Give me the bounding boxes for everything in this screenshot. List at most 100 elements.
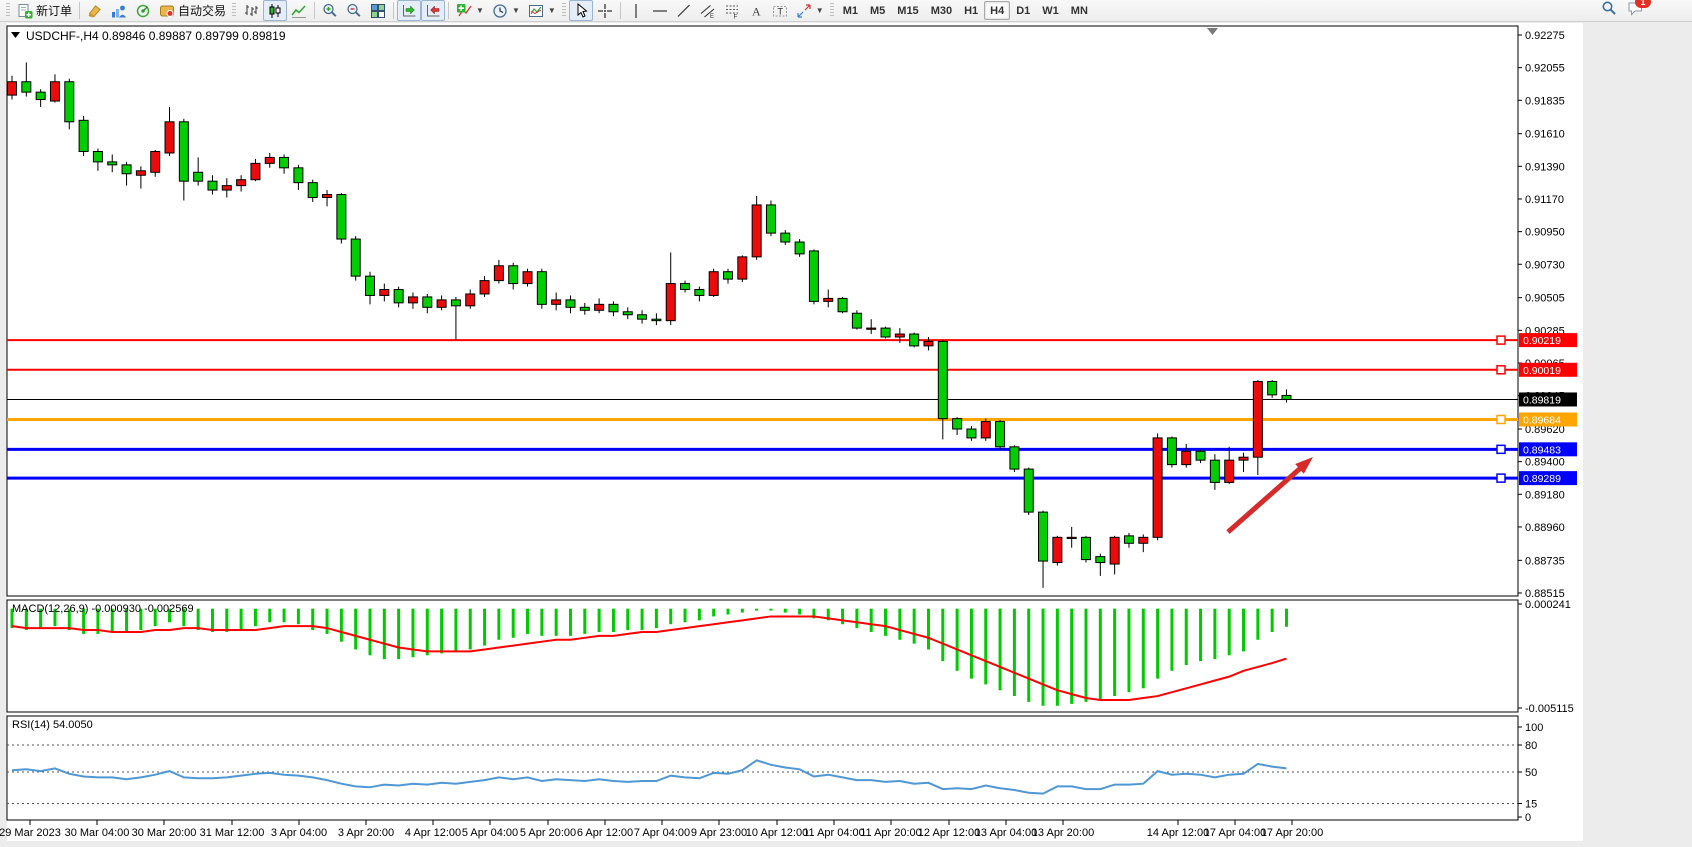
- price-chip-label: 0.89684: [1523, 415, 1561, 427]
- rsi-line: [11, 759, 1287, 795]
- price-tick-label: 0.91390: [1525, 161, 1565, 173]
- timeframe-h1[interactable]: H1: [964, 4, 979, 17]
- timeframe-m5[interactable]: M5: [870, 4, 886, 17]
- line-handle[interactable]: [1496, 473, 1506, 483]
- vertical-line-button[interactable]: [624, 0, 648, 21]
- candle: [465, 289, 476, 309]
- rsi-panel[interactable]: [6, 715, 1519, 821]
- time-tick-label: 3 Apr 04:00: [271, 827, 327, 839]
- candle: [1123, 532, 1134, 548]
- chart-area[interactable]: 0.92275 0.92055 0.91835 0.91610 0.91390 0.911…: [0, 23, 1692, 847]
- horizontal-line-icon: [652, 3, 668, 19]
- candle: [1267, 380, 1278, 398]
- search-icon[interactable]: [1601, 0, 1617, 21]
- arrows-button[interactable]: ▼: [792, 0, 828, 21]
- time-tick-label: 31 Mar 12:00: [200, 827, 265, 839]
- candle: [894, 328, 905, 343]
- fibonacci-button[interactable]: F: [720, 0, 744, 21]
- candle: [221, 178, 232, 198]
- indicators-button[interactable]: ▼: [452, 0, 488, 21]
- time-tick-label: 11 Apr 04:00: [803, 827, 865, 839]
- candle: [565, 295, 576, 314]
- trendline-button[interactable]: [672, 0, 696, 21]
- text-icon: A: [748, 3, 764, 19]
- templates-button[interactable]: ▼: [524, 0, 560, 21]
- candle: [92, 148, 103, 171]
- text-button[interactable]: A: [744, 0, 768, 21]
- terminal-icon: [111, 3, 127, 19]
- autotrading-label: 自动交易: [178, 4, 227, 18]
- rsi-tick-label: 15: [1525, 799, 1537, 811]
- zoom-out-icon: [346, 3, 362, 19]
- line-handle[interactable]: [1496, 365, 1506, 375]
- candle: [436, 295, 447, 311]
- horizontal-line-button[interactable]: [648, 0, 672, 21]
- time-tick-label: 30 Mar 04:00: [65, 827, 130, 839]
- bar-chart-button[interactable]: [239, 0, 263, 21]
- one-click-trading-toggle-icon[interactable]: [11, 32, 20, 38]
- zoom-out-button[interactable]: [342, 0, 366, 21]
- timeframe-w1[interactable]: W1: [1042, 4, 1059, 17]
- new-order-button[interactable]: 新订单: [13, 0, 76, 21]
- candle: [579, 302, 590, 315]
- cursor-button[interactable]: [568, 0, 593, 21]
- candle: [1066, 526, 1077, 548]
- timeframe-mn[interactable]: MN: [1070, 4, 1088, 17]
- terminal-button[interactable]: [107, 0, 131, 21]
- timeframe-d1[interactable]: D1: [1016, 4, 1031, 17]
- candle: [995, 420, 1006, 450]
- chart-shift-icon: [425, 3, 441, 19]
- time-tick-label: 11 Apr 20:00: [860, 827, 922, 839]
- line-handle[interactable]: [1496, 335, 1506, 345]
- profile-button[interactable]: [83, 0, 107, 21]
- line-handle[interactable]: [1496, 444, 1506, 455]
- auto-scroll-button[interactable]: [397, 0, 422, 21]
- periods-button[interactable]: ▼: [488, 0, 524, 21]
- candle: [765, 200, 776, 237]
- trend-arrow[interactable]: [1226, 463, 1306, 534]
- time-tick-label: 13 Apr 20:00: [1032, 827, 1094, 839]
- indicators-icon: [456, 3, 472, 19]
- candle: [780, 230, 791, 245]
- candle: [808, 249, 819, 305]
- timeframe-m15[interactable]: M15: [897, 4, 919, 17]
- price-tick-label: 0.91170: [1525, 194, 1564, 206]
- candle: [680, 280, 691, 293]
- timeframe-h4[interactable]: H4: [984, 1, 1011, 20]
- autotrading-button[interactable]: 自动交易: [155, 0, 230, 21]
- line-chart-button[interactable]: [287, 0, 311, 21]
- dropdown-caret-icon: ▼: [547, 5, 556, 15]
- notifications-button[interactable]: 1: [1627, 0, 1651, 21]
- candle: [909, 332, 920, 348]
- chart-shift-marker[interactable]: [1207, 28, 1218, 35]
- price-chip: [1519, 442, 1577, 457]
- candlestick-chart-button[interactable]: [263, 0, 288, 21]
- chart-shift-button[interactable]: [421, 0, 446, 21]
- trend-arrow-head[interactable]: [1295, 457, 1313, 474]
- tile-windows-button[interactable]: [366, 0, 390, 21]
- svg-text:F: F: [733, 13, 737, 19]
- separator: [619, 2, 621, 19]
- line-handle[interactable]: [1496, 414, 1506, 425]
- macd-panel[interactable]: [6, 599, 1519, 713]
- text-label-button[interactable]: T: [768, 0, 792, 21]
- zoom-in-button[interactable]: [318, 0, 342, 21]
- candle: [1209, 454, 1220, 490]
- price-panel[interactable]: [6, 25, 1519, 597]
- candle: [937, 339, 948, 440]
- price-chip: [1519, 392, 1577, 407]
- toolbar-grip: [6, 3, 10, 18]
- candle: [7, 75, 17, 100]
- equidistant-channel-button[interactable]: E: [696, 0, 720, 21]
- svg-text:E: E: [710, 14, 714, 19]
- candle: [107, 154, 118, 173]
- candle: [1095, 553, 1106, 576]
- price-chip: [1519, 471, 1577, 486]
- crosshair-button[interactable]: [593, 0, 617, 21]
- timeframe-m1[interactable]: M1: [842, 4, 858, 17]
- candle: [1252, 380, 1263, 476]
- candle: [1009, 445, 1020, 473]
- candle: [1038, 510, 1049, 588]
- strategy-tester-button[interactable]: [131, 0, 155, 21]
- timeframe-m30[interactable]: M30: [930, 4, 953, 17]
